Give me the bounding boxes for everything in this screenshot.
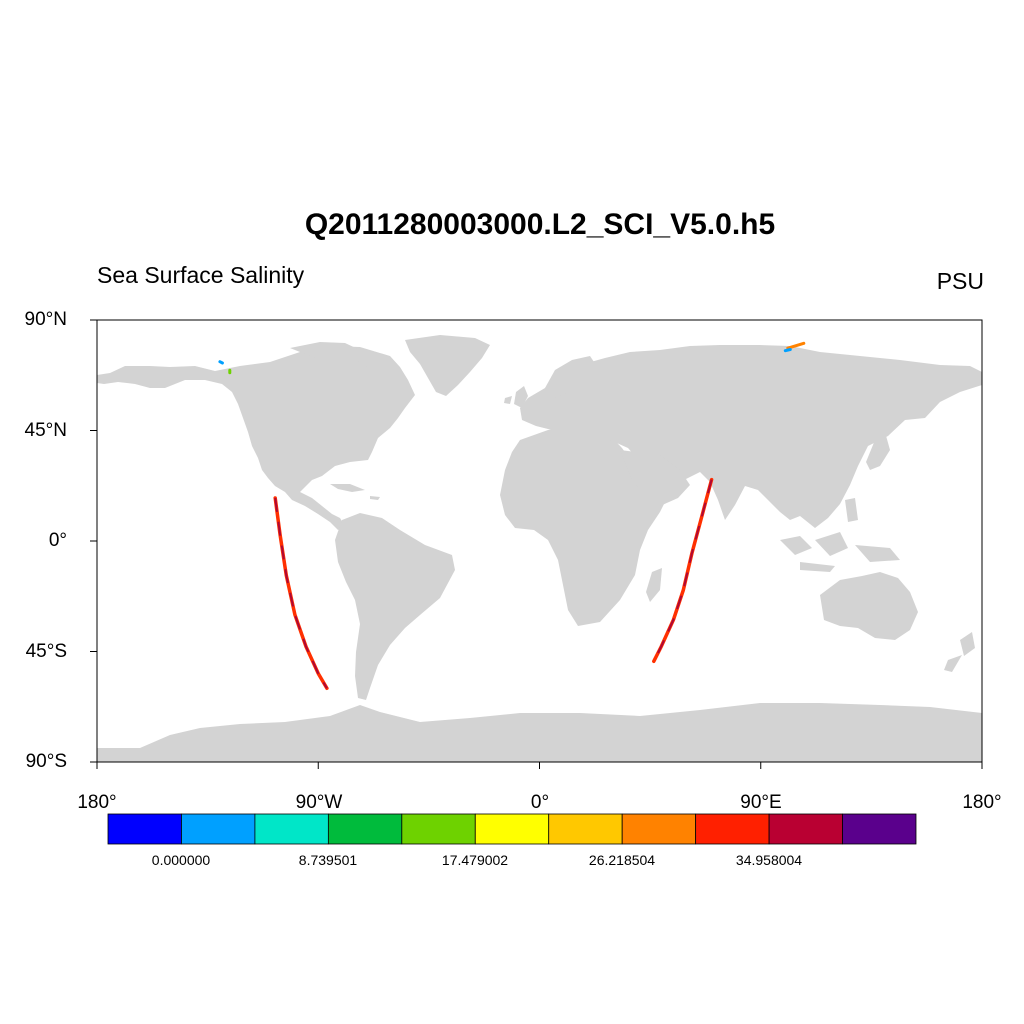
axis-ticks xyxy=(90,319,983,769)
central-america-land xyxy=(285,492,345,530)
arctic-fragment-ne xyxy=(786,341,806,350)
pacific-swath-high-values xyxy=(274,497,328,689)
north-america-land xyxy=(97,346,415,492)
arctic-fragment-nw-1 xyxy=(218,360,224,365)
madagascar-land xyxy=(646,568,662,602)
colorbar-swatch-6 xyxy=(548,813,623,845)
land-layer xyxy=(97,335,982,762)
southeast-asia-islands xyxy=(780,498,900,572)
lat-label-0: 0° xyxy=(48,530,67,551)
australia-land xyxy=(820,572,918,640)
colorbar xyxy=(107,813,917,845)
colorbar-label-1: 0.000000 xyxy=(151,852,211,868)
colorbar-swatch-2 xyxy=(254,813,329,845)
lon-label-90w: 90°W xyxy=(295,792,343,813)
scandinavia-land xyxy=(545,356,598,398)
canadian-arctic-islands xyxy=(290,342,370,372)
units-label: PSU xyxy=(936,268,984,294)
caribbean-islands xyxy=(330,484,380,500)
british-isles-land xyxy=(504,386,528,408)
colorbar-swatch-3 xyxy=(327,813,403,845)
plot-title: Q2011280003000.L2_SCI_V5.0.h5 xyxy=(304,208,776,241)
colorbar-swatch-8 xyxy=(695,813,770,845)
colorbar-swatch-4 xyxy=(401,813,476,845)
lat-label-90n: 90°N xyxy=(24,309,67,330)
colorbar-swatch-10 xyxy=(842,813,917,845)
colorbar-label-4: 26.218504 xyxy=(588,852,656,868)
colorbar-swatch-0 xyxy=(107,813,182,845)
greenland-land xyxy=(405,335,490,396)
south-america-land xyxy=(335,513,455,700)
colorbar-swatch-1 xyxy=(181,813,256,845)
indian-swath-high-values xyxy=(652,479,713,662)
colorbar-swatch-7 xyxy=(621,813,697,845)
map-frame xyxy=(96,319,983,763)
lat-label-45s: 45°S xyxy=(25,641,67,662)
lon-label-180e: 180° xyxy=(962,792,1002,813)
antarctica-land xyxy=(97,703,982,762)
lon-label-0: 0° xyxy=(530,792,550,813)
lat-label-90s: 90°S xyxy=(25,751,67,772)
new-zealand-land xyxy=(944,632,975,672)
pacific-swath xyxy=(273,496,329,691)
variable-name: Sea Surface Salinity xyxy=(97,262,305,288)
eurasia-land xyxy=(520,345,982,528)
colorbar-swatch-5 xyxy=(474,813,550,845)
colorbar-label-3: 17.479002 xyxy=(441,852,509,868)
colorbar-label-2: 8.739501 xyxy=(298,852,358,868)
arctic-fragment-ne-2 xyxy=(783,348,792,353)
lon-label-90e: 90°E xyxy=(740,792,782,813)
colorbar-label-5: 34.958004 xyxy=(735,852,803,868)
africa-land xyxy=(500,425,670,626)
lon-label-180w: 180° xyxy=(77,792,117,813)
salinity-swaths xyxy=(218,341,806,691)
colorbar-swatch-9 xyxy=(768,813,843,845)
japan-land xyxy=(866,432,890,470)
lat-label-45n: 45°N xyxy=(24,420,67,441)
arabian-peninsula-land xyxy=(620,450,690,506)
